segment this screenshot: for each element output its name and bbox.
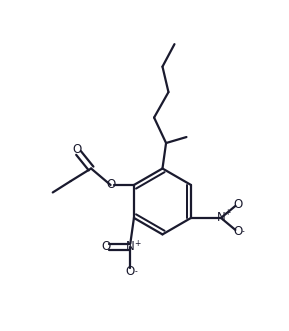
Text: -: - [134,267,137,276]
Text: O: O [101,241,110,254]
Text: O: O [126,265,135,278]
Text: -: - [242,227,244,236]
Text: O: O [72,143,81,156]
Text: O: O [234,198,243,211]
Text: +: + [224,208,231,217]
Text: N: N [126,241,135,254]
Text: +: + [134,239,140,248]
Text: N: N [217,212,226,224]
Text: O: O [234,225,243,238]
Text: O: O [106,178,115,191]
